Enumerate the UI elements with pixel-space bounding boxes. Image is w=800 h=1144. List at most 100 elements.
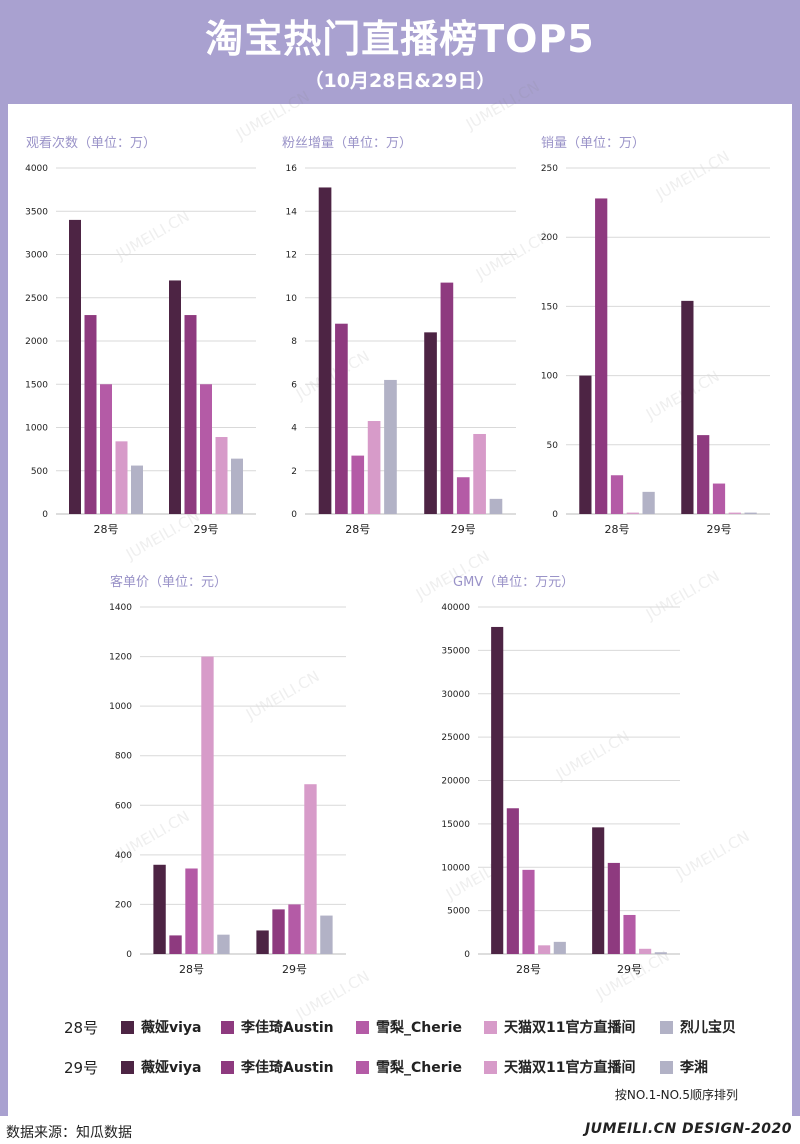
bar-28号-Top1 [491,626,504,954]
bar-28号-Top2 [506,808,519,954]
y-tick-label: 1400 [109,603,132,613]
legend-swatch [356,1021,369,1034]
bar-28号-Top3 [100,384,112,514]
watermark-text: JUMEILI.CN [672,827,752,884]
y-tick-label: 200 [115,900,132,910]
y-tick-label: 8 [291,337,297,347]
y-tick-label: 50 [547,441,559,451]
y-tick-label: 0 [464,950,470,960]
chart-3: 销量（单位：万） 0 50 100 150 200 250 28号 29号 [541,136,770,536]
legend: 28号 薇娅viya 李佳琦Austin 雪梨_Cherie 天猫双11官方直播间 烈儿宝… [64,1019,736,1077]
y-tick-label: 0 [42,510,48,520]
legend-swatch [121,1021,134,1034]
bar-29号-Top5 [320,915,333,954]
bar-28号-Top3 [185,868,198,954]
y-tick-label: 250 [541,164,558,174]
bar-29号-Top1 [681,300,694,514]
bar-29号-Top3 [712,483,726,514]
legend-swatch [356,1061,369,1074]
bar-29号-Top5 [489,498,503,514]
x-category-label: 28号 [179,963,204,976]
bar-29号-Top1 [592,827,605,954]
bar-29号-Top2 [184,315,197,514]
bar-29号-Top2 [607,862,620,954]
x-category-label: 28号 [345,523,370,536]
x-category-label: 29号 [451,523,476,536]
watermark-text: JUMEILI.CN [642,567,722,624]
legend-swatch [660,1061,673,1074]
y-tick-label: 500 [31,467,48,477]
bar-29号-Top3 [200,384,212,514]
order-note: 按NO.1-NO.5顺序排列 [615,1087,738,1102]
brand-credit: JUMEILI.CN DESIGN-2020 [584,1121,792,1137]
chart-title: 粉丝增量（单位：万） [282,136,412,151]
bar-28号-Top4 [115,441,128,514]
bar-28号-Top2 [169,935,182,954]
y-tick-label: 35000 [441,646,470,656]
chart-title: 观看次数（单位：万） [26,135,156,151]
y-tick-label: 200 [541,233,558,243]
y-tick-label: 4 [291,424,297,434]
legend-swatch [221,1021,234,1034]
bar-28号-Top1 [579,375,592,514]
bar-29号-Top3 [288,904,301,954]
bar-28号-Top5 [642,491,655,514]
bar-29号-Top4 [473,433,486,514]
y-tick-label: 20000 [441,777,470,787]
y-tick-label: 1000 [25,424,48,434]
legend-label: 雪梨_Cherie [376,1059,462,1076]
legend-swatch [484,1021,497,1034]
legend-label: 天猫双11官方直播间 [504,1059,635,1076]
y-tick-label: 1500 [25,380,48,390]
chart-2: 粉丝增量（单位：万） 0 2 4 6 8 10 12 14 16 28号 29号 [282,136,516,536]
y-tick-label: 14 [286,207,298,217]
bar-28号-Top2 [595,198,608,514]
legend-label: 烈儿宝贝 [680,1019,736,1036]
watermark-text: JUMEILI.CN [112,207,192,264]
bar-29号-Top4 [304,784,317,954]
legend-swatch [221,1061,234,1074]
legend-label: 李佳琦Austin [240,1059,334,1076]
bar-29号-Top4 [728,512,741,514]
y-tick-label: 600 [115,801,132,811]
y-tick-label: 5000 [447,907,470,917]
watermark-text: JUMEILI.CN [552,727,632,784]
legend-label: 天猫双11官方直播间 [504,1019,635,1036]
bar-29号-Top2 [697,435,710,514]
data-source: 数据来源：知瓜数据 [6,1125,132,1141]
charts-svg: JUMEILI.CN JUMEILI.CN JUMEILI.CN JUMEILI.CN… [25,77,770,1102]
bar-28号-Top3 [351,455,365,514]
page-title: 淘宝热门直播榜TOP5 [205,17,595,61]
y-tick-label: 1200 [109,653,132,663]
x-category-label: 29号 [707,523,732,536]
y-tick-label: 3500 [25,207,48,217]
chart-panel [8,104,792,1116]
bar-29号-Top5 [231,458,243,514]
bar-29号-Top3 [623,914,636,954]
chart-title: 销量（单位：万） [541,136,645,151]
x-category-label: 28号 [94,523,119,536]
y-tick-label: 16 [286,164,298,174]
bar-28号-Top1 [318,187,332,514]
y-tick-label: 150 [541,302,558,312]
y-tick-label: 30000 [441,690,470,700]
chart-1: 观看次数（单位：万） 0 500 1000 1500 2000 2500 3000 3500 40… [25,135,256,536]
legend-swatch [121,1061,134,1074]
bar-28号-Top2 [84,315,97,514]
y-tick-label: 4000 [25,164,48,174]
bar-29号-Top4 [639,948,652,954]
bar-28号-Top5 [384,379,397,514]
bar-28号-Top4 [626,512,639,514]
page-subtitle: （10月28日&29日） [304,70,496,92]
y-tick-label: 2 [291,467,297,477]
x-category-label: 28号 [516,963,541,976]
bar-29号-Top5 [744,512,757,514]
bar-29号-Top2 [440,282,454,514]
bar-28号-Top4 [367,421,381,514]
y-tick-label: 10000 [441,863,470,873]
bar-29号-Top1 [424,332,437,514]
chart-5: GMV（单位：万元） 0 5000 10000 15000 20000 25000 30000… [441,575,680,976]
legend-swatch [660,1021,673,1034]
bar-29号-Top1 [256,930,269,954]
x-category-label: 29号 [617,963,642,976]
